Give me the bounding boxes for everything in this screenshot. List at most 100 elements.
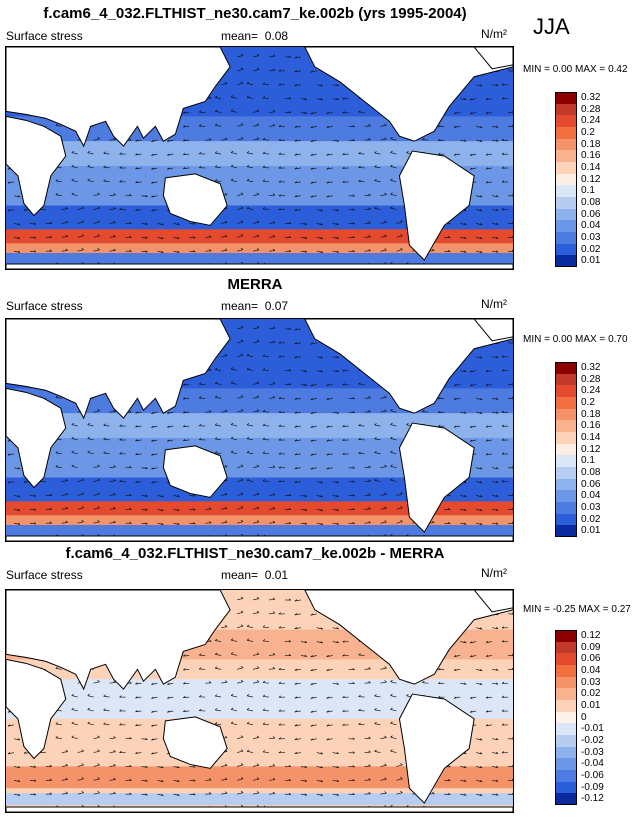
colorbar-swatch	[555, 513, 577, 526]
panel-1-min-label: MIN =	[523, 64, 550, 75]
colorbar-tick-label: 0.08	[581, 196, 601, 208]
land-mass	[162, 173, 228, 226]
colorbar-tick-label: 0.04	[581, 490, 601, 502]
land-mass	[6, 115, 67, 217]
land-mass	[6, 535, 513, 541]
panel-1-max-value: 0.42	[608, 64, 628, 75]
colorbar-swatch	[555, 373, 577, 386]
colorbar-swatch	[555, 385, 577, 397]
colorbar-tick-label: 0.09	[581, 641, 601, 653]
colorbar-swatch	[555, 432, 577, 444]
colorbar-tick-label: 0.02	[581, 688, 601, 700]
panel-2-map	[5, 318, 514, 542]
land-mass	[6, 590, 231, 691]
colorbar-tick-label: 0.16	[581, 420, 601, 432]
panel-2-mean-label: mean=	[221, 299, 259, 313]
panel-2-title: MERRA	[227, 276, 283, 293]
colorbar-swatch	[555, 173, 577, 186]
colorbar-swatch	[555, 781, 577, 794]
map-plot	[6, 590, 513, 812]
panel-1-map	[5, 46, 514, 270]
colorbar-swatch	[555, 723, 577, 735]
panel-1-min-value: 0.00	[552, 64, 573, 75]
colorbar-tick-label: 0.02	[581, 243, 601, 255]
colorbar-swatch	[555, 127, 577, 139]
colorbar-tick-label: 0.14	[581, 161, 601, 173]
panel-3-max-value: 0.27	[611, 604, 631, 615]
colorbar-swatch	[555, 688, 577, 700]
land-mass	[398, 693, 475, 804]
colorbar-tick-label: -0.06	[581, 769, 604, 781]
colorbar-tick-label: 0.18	[581, 138, 601, 150]
panel-1-unit: N/m²	[481, 27, 507, 41]
colorbar-swatch	[555, 197, 577, 209]
colorbar-swatch	[555, 397, 577, 409]
panel-3-title: f.cam6_4_032.FLTHIST_ne30.cam7_ke.002b -…	[65, 545, 445, 562]
panel-1-title: f.cam6_4_032.FLTHIST_ne30.cam7_ke.002b (…	[43, 5, 467, 22]
colorbar-tick-label: -0.12	[581, 793, 604, 805]
colorbar-swatch	[555, 115, 577, 127]
panel-2-mean-value: 0.07	[264, 299, 289, 313]
colorbar-swatch	[555, 103, 577, 116]
colorbar-tick-label: 0.32	[581, 91, 601, 103]
season-label: JJA	[533, 14, 570, 39]
colorbar-tick-label: -0.01	[581, 723, 604, 735]
colorbar-tick-label: -0.03	[581, 746, 604, 758]
land-mass	[6, 658, 67, 760]
panel-1-max-label: MAX =	[574, 64, 606, 75]
colorbar-tick-label: 0.2	[581, 126, 595, 138]
colorbar-swatch	[555, 502, 577, 514]
panel-3-mean-label: mean=	[221, 568, 259, 582]
panel-3-unit: N/m²	[481, 566, 507, 580]
colorbar-swatch	[555, 525, 577, 537]
colorbar-tick-label: 0.01	[581, 255, 601, 267]
land-mass	[6, 47, 231, 148]
panel-3-variable: Surface stress	[6, 568, 83, 582]
land-mass	[6, 387, 67, 489]
colorbar-tick-label: 0.24	[581, 115, 601, 127]
land-mass	[304, 47, 513, 142]
panel-1-mean: mean= 0.08	[221, 29, 288, 43]
colorbar-swatch	[555, 653, 577, 665]
colorbar-swatch	[555, 443, 577, 456]
panel-2-min-value: 0.00	[552, 334, 573, 345]
colorbar-swatch	[555, 255, 577, 267]
colorbar-swatch	[555, 185, 577, 197]
land-mass	[6, 263, 513, 269]
panel-3-max-label: MAX =	[578, 604, 609, 615]
colorbar-swatch	[555, 665, 577, 677]
colorbar-swatch	[555, 220, 577, 232]
panel-2-colorbar: 0.32 0.28 0.24 0.2 0.18 0.16 0.14 0.12 0.1 0.08 0.…	[555, 362, 625, 537]
colorbar-tick-label: 0.28	[581, 373, 601, 385]
colorbar-tick-label: 0.01	[581, 699, 601, 711]
panel-2-minmax: MIN = 0.00 MAX = 0.70	[523, 334, 628, 345]
colorbar-tick-label: 0.04	[581, 664, 601, 676]
colorbar-swatch	[555, 408, 577, 421]
colorbar-tick-label: 0.04	[581, 220, 601, 232]
panel-3-mean: mean= 0.01	[221, 568, 288, 582]
colorbar-tick-label: 0.03	[581, 231, 601, 243]
colorbar-tick-label: 0.1	[581, 455, 595, 467]
panel-1-colorbar: 0.32 0.28 0.24 0.2 0.18 0.16 0.14 0.12 0.1 0.08 0.…	[555, 92, 625, 267]
colorbar-swatch	[555, 478, 577, 491]
colorbar-swatch	[555, 490, 577, 502]
land-mass	[398, 422, 475, 533]
colorbar-swatch	[555, 758, 577, 770]
panel-3-min-label: MIN =	[523, 604, 550, 615]
colorbar-swatch	[555, 92, 577, 104]
land-mass	[473, 319, 513, 342]
land-mass	[398, 150, 475, 261]
panel-3-map	[5, 589, 514, 813]
colorbar-tick-label: 0.2	[581, 396, 595, 408]
colorbar-tick-label: 0.06	[581, 478, 601, 490]
land-mass	[162, 445, 228, 498]
panel-1-mean-value: 0.08	[264, 29, 289, 43]
panel-3-min-value: -0.25	[552, 604, 576, 615]
colorbar-tick-label: 0.12	[581, 173, 601, 185]
colorbar-tick-label: 0.12	[581, 629, 601, 641]
ocean-band	[6, 243, 513, 254]
colorbar-tick-label: 0.16	[581, 150, 601, 162]
panel-2-unit: N/m²	[481, 297, 507, 311]
colorbar-swatch	[555, 208, 577, 221]
colorbar-tick-label: 0.1	[581, 185, 595, 197]
